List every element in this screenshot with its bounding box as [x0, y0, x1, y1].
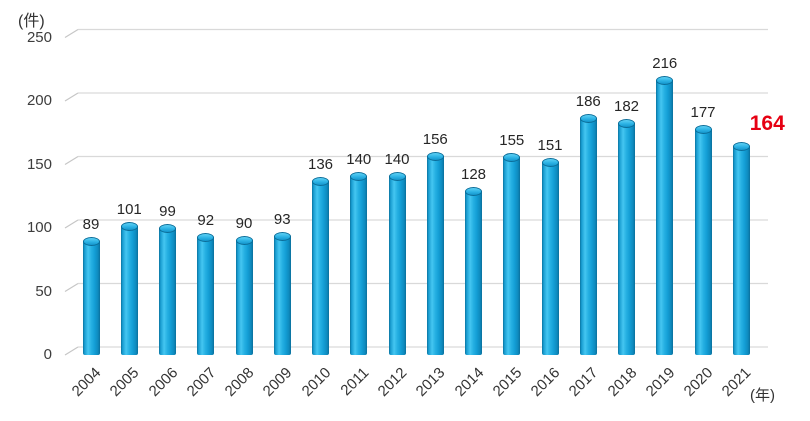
bar-2018 — [618, 118, 635, 355]
value-label: 164 — [749, 111, 785, 135]
bar-2012 — [388, 172, 406, 355]
value-label: 182 — [613, 97, 640, 115]
axis-depth-elbow — [64, 92, 79, 102]
bar-2019 — [656, 75, 674, 355]
value-label: 89 — [82, 215, 100, 233]
value-label: 177 — [690, 104, 716, 122]
y-tick-label: 100 — [26, 219, 52, 236]
value-label: 101 — [116, 200, 142, 218]
y-tick-label: 50 — [35, 282, 52, 300]
axis-depth-elbow — [64, 155, 79, 166]
value-label: 128 — [460, 166, 487, 184]
bar-2015 — [503, 153, 521, 355]
bar-2016 — [541, 158, 559, 355]
value-label: 99 — [159, 203, 176, 221]
value-label: 155 — [499, 132, 525, 150]
bar-2006 — [159, 224, 176, 355]
y-axis-unit-label: (件) — [18, 13, 45, 30]
value-label: 151 — [537, 137, 563, 155]
bar-2021 — [732, 141, 750, 355]
bar-2007 — [197, 233, 215, 355]
bar-2014 — [465, 187, 482, 355]
y-tick-label: 200 — [26, 92, 52, 109]
value-label: 216 — [652, 54, 678, 72]
value-label: 136 — [307, 156, 334, 174]
value-label: 156 — [422, 130, 448, 148]
value-label: 93 — [273, 210, 291, 228]
bar-2009 — [273, 231, 291, 355]
bar-2013 — [426, 151, 444, 355]
value-label: 140 — [384, 151, 410, 169]
y-tick-label: 250 — [26, 28, 52, 46]
axis-depth-elbow — [64, 282, 79, 293]
value-label: 90 — [235, 214, 253, 232]
bar-2005 — [120, 221, 138, 355]
axis-depth-elbow — [64, 28, 79, 39]
bar-2008 — [235, 235, 253, 355]
bar-2004 — [82, 236, 100, 355]
axis-depth-elbow — [64, 346, 79, 356]
value-label: 140 — [346, 151, 372, 169]
bar-2020 — [694, 125, 712, 355]
y-tick-label: 0 — [43, 346, 52, 363]
bar-2010 — [312, 177, 329, 355]
axis-depth-elbow — [64, 219, 79, 229]
bar-2011 — [350, 172, 368, 355]
value-label: 92 — [197, 212, 215, 230]
value-label: 186 — [575, 92, 601, 110]
bar-2017 — [579, 113, 597, 355]
y-tick-label: 150 — [26, 155, 52, 173]
x-axis-unit-label: (年) — [750, 387, 775, 404]
